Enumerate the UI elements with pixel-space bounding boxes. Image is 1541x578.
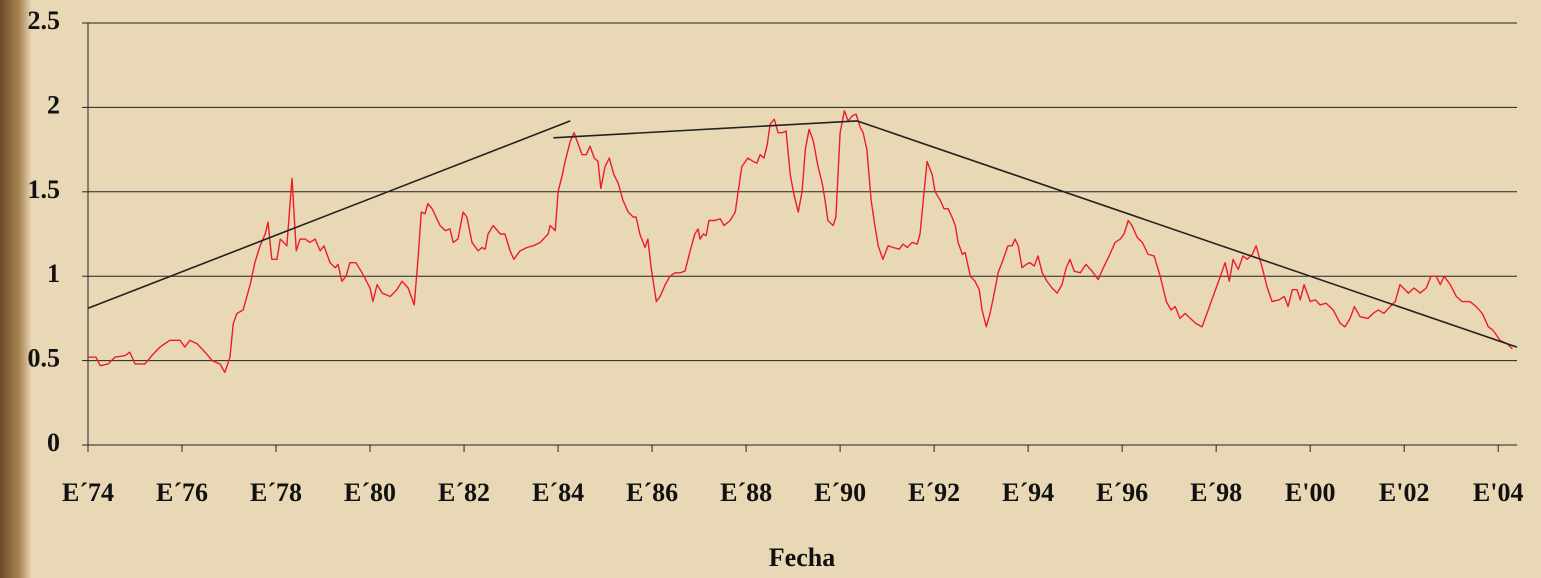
- x-tick-label: E´76: [156, 478, 208, 507]
- data-line: [88, 110, 1513, 374]
- trend-line: [87, 120, 571, 310]
- y-tick-label: 1.5: [28, 175, 61, 204]
- x-tick-label: E´92: [908, 478, 960, 507]
- y-tick-label: 2: [47, 90, 60, 119]
- x-tick-label: E´78: [250, 478, 302, 507]
- x-tick-label: E'00: [1285, 478, 1336, 507]
- x-tick-label: E´88: [720, 478, 772, 507]
- y-tick-label: 0: [47, 428, 60, 457]
- x-tick-label: E´86: [626, 478, 678, 507]
- x-tick-label: E´74: [62, 478, 114, 507]
- decor-strip: [0, 0, 32, 578]
- x-tick-label: E'02: [1379, 478, 1430, 507]
- y-tick-label: 2.5: [28, 6, 61, 35]
- trend-line: [856, 120, 1518, 348]
- x-tick-label: E´96: [1096, 478, 1148, 507]
- x-tick-label: E'04: [1473, 478, 1524, 507]
- x-tick-label: E´90: [814, 478, 866, 507]
- x-axis-title: Fecha: [769, 543, 835, 572]
- x-tick-label: E´98: [1190, 478, 1242, 507]
- x-tick-label: E´84: [532, 478, 584, 507]
- trend-line: [553, 120, 858, 139]
- y-tick-label: 0.5: [28, 344, 61, 373]
- x-tick-label: E´82: [438, 478, 490, 507]
- x-tick-label: E´94: [1002, 478, 1054, 507]
- x-tick-label: E´80: [344, 478, 396, 507]
- y-tick-label: 1: [47, 259, 60, 288]
